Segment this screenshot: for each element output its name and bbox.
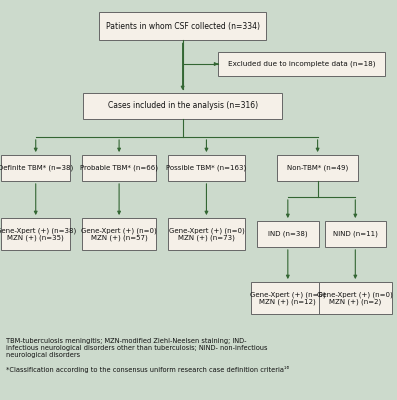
Text: Gene-Xpert (+) (n=0)
MZN (+) (n=2): Gene-Xpert (+) (n=0) MZN (+) (n=2) bbox=[318, 291, 393, 305]
FancyBboxPatch shape bbox=[1, 218, 71, 250]
FancyBboxPatch shape bbox=[251, 282, 324, 314]
FancyBboxPatch shape bbox=[99, 12, 266, 40]
FancyBboxPatch shape bbox=[218, 52, 385, 76]
Text: Gene-Xpert (+) (n=0)
MZN (+) (n=57): Gene-Xpert (+) (n=0) MZN (+) (n=57) bbox=[81, 227, 157, 241]
Text: Patients in whom CSF collected (n=334): Patients in whom CSF collected (n=334) bbox=[106, 22, 260, 30]
Text: IND (n=38): IND (n=38) bbox=[268, 231, 308, 237]
Text: Excluded due to incomplete data (n=18): Excluded due to incomplete data (n=18) bbox=[228, 61, 376, 67]
Text: Probable TBM* (n=66): Probable TBM* (n=66) bbox=[80, 165, 158, 171]
Text: Gene-Xpert (+) (n=0)
MZN (+) (n=73): Gene-Xpert (+) (n=0) MZN (+) (n=73) bbox=[169, 227, 244, 241]
FancyBboxPatch shape bbox=[83, 93, 282, 119]
Text: NIND (n=11): NIND (n=11) bbox=[333, 231, 378, 237]
FancyBboxPatch shape bbox=[1, 155, 71, 181]
FancyBboxPatch shape bbox=[168, 155, 245, 181]
FancyBboxPatch shape bbox=[277, 155, 358, 181]
Text: Cases included in the analysis (n=316): Cases included in the analysis (n=316) bbox=[108, 102, 258, 110]
FancyBboxPatch shape bbox=[257, 221, 318, 247]
FancyBboxPatch shape bbox=[325, 221, 386, 247]
FancyBboxPatch shape bbox=[83, 155, 156, 181]
FancyBboxPatch shape bbox=[318, 282, 392, 314]
Text: Gene-Xpert (+) (n=0)
MZN (+) (n=12): Gene-Xpert (+) (n=0) MZN (+) (n=12) bbox=[250, 291, 326, 305]
Text: TBM-tuberculosis meningitis; MZN-modified Ziehl-Neelsen staining; IND-
infectiou: TBM-tuberculosis meningitis; MZN-modifie… bbox=[6, 338, 289, 373]
Text: Gene-Xpert (+) (n=38)
MZN (+) (n=35): Gene-Xpert (+) (n=38) MZN (+) (n=35) bbox=[0, 227, 76, 241]
FancyBboxPatch shape bbox=[168, 218, 245, 250]
FancyBboxPatch shape bbox=[83, 218, 156, 250]
Text: Non-TBM* (n=49): Non-TBM* (n=49) bbox=[287, 165, 348, 171]
Text: Definite TBM* (n=38): Definite TBM* (n=38) bbox=[0, 165, 73, 171]
Text: Possible TBM* (n=163): Possible TBM* (n=163) bbox=[166, 165, 247, 171]
